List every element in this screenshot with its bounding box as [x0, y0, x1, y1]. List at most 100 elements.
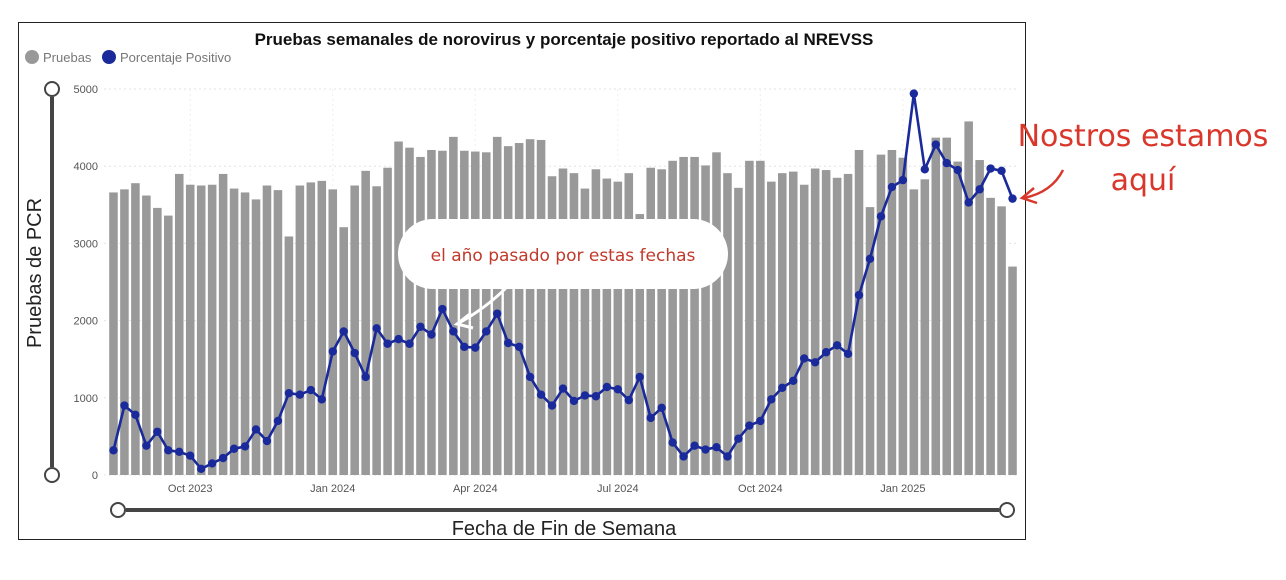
- point-porcentaje: [602, 382, 612, 392]
- point-porcentaje: [646, 413, 655, 423]
- chart-title: Pruebas semanales de norovirus y porcent…: [255, 30, 874, 49]
- point-porcentaje: [207, 459, 217, 468]
- y-axis-title: Pruebas de PCR: [24, 198, 46, 348]
- bar-pruebas: [196, 185, 206, 475]
- bar-pruebas: [953, 161, 962, 475]
- point-porcentaje: [756, 416, 765, 426]
- point-porcentaje: [416, 322, 425, 331]
- bar-pruebas: [153, 207, 162, 475]
- point-porcentaje: [229, 444, 239, 453]
- point-porcentaje: [580, 391, 590, 400]
- point-porcentaje: [131, 410, 140, 419]
- point-porcentaje: [405, 339, 414, 348]
- point-porcentaje: [164, 446, 173, 455]
- point-porcentaje: [317, 395, 326, 404]
- bar-pruebas: [756, 160, 765, 475]
- bars-pruebas: [109, 121, 1017, 476]
- bar-pruebas: [1008, 266, 1017, 475]
- point-porcentaje: [887, 182, 897, 192]
- bar-pruebas: [876, 154, 886, 475]
- bar-pruebas: [295, 185, 305, 475]
- bar-pruebas: [920, 179, 930, 475]
- bar-pruebas: [525, 139, 535, 475]
- bar-pruebas: [997, 206, 1006, 475]
- point-porcentaje: [832, 341, 842, 350]
- bar-pruebas: [810, 168, 820, 476]
- bar-pruebas: [635, 214, 645, 475]
- point-porcentaje: [482, 327, 491, 336]
- annotation-pointer-arrowhead: [453, 311, 474, 330]
- legend: Pruebas Porcentaje Positivo: [25, 50, 231, 65]
- bar-pruebas: [481, 152, 491, 475]
- bar-pruebas: [975, 160, 984, 476]
- bar-pruebas: [986, 197, 995, 476]
- point-porcentaje: [503, 338, 513, 348]
- bar-pruebas: [799, 184, 809, 475]
- point-porcentaje: [909, 89, 919, 98]
- point-porcentaje: [613, 385, 623, 394]
- point-porcentaje: [120, 401, 129, 410]
- bar-pruebas: [142, 195, 151, 475]
- point-porcentaje: [460, 342, 469, 352]
- bar-pruebas: [131, 183, 140, 475]
- bar-pruebas: [328, 189, 338, 476]
- bar-pruebas: [646, 167, 655, 475]
- bar-pruebas: [832, 177, 842, 475]
- point-porcentaje: [843, 349, 853, 358]
- point-porcentaje: [964, 198, 973, 207]
- bar-pruebas: [679, 156, 688, 475]
- bar-pruebas: [207, 184, 217, 475]
- point-porcentaje: [668, 438, 677, 447]
- point-porcentaje: [306, 385, 316, 395]
- bar-pruebas: [164, 215, 173, 475]
- point-porcentaje: [767, 395, 776, 404]
- point-porcentaje: [427, 330, 436, 339]
- bar-pruebas: [405, 147, 414, 475]
- bar-pruebas: [788, 171, 798, 475]
- point-porcentaje: [251, 425, 261, 434]
- bar-pruebas: [624, 173, 634, 475]
- x-tick-label: Apr 2024: [453, 483, 498, 495]
- point-porcentaje: [876, 212, 886, 221]
- point-porcentaje: [591, 392, 601, 401]
- point-porcentaje: [745, 421, 754, 430]
- x-axis-title: Fecha de Fin de Semana: [452, 518, 677, 540]
- point-porcentaje: [142, 441, 151, 450]
- bar-pruebas: [778, 173, 787, 475]
- x-tick-label: Jan 2024: [310, 483, 355, 495]
- bar-pruebas: [569, 173, 579, 475]
- line-porcentaje: [109, 89, 1017, 474]
- point-porcentaje: [898, 175, 908, 185]
- bar-pruebas: [887, 149, 897, 475]
- point-porcentaje: [295, 390, 305, 399]
- bar-pruebas: [865, 207, 875, 475]
- bar-pruebas: [514, 143, 524, 476]
- bar-pruebas: [350, 185, 359, 475]
- point-porcentaje: [109, 446, 118, 455]
- bar-pruebas: [416, 156, 425, 475]
- x-axis-decoration: [110, 502, 1015, 518]
- point-porcentaje: [262, 436, 272, 446]
- point-porcentaje: [350, 348, 359, 358]
- bar-pruebas: [383, 167, 392, 475]
- point-porcentaje: [920, 165, 930, 174]
- x-tick-label: Oct 2023: [168, 483, 213, 495]
- bar-pruebas: [361, 170, 370, 475]
- bar-pruebas: [218, 173, 228, 476]
- bar-pruebas: [317, 180, 327, 476]
- point-porcentaje: [273, 416, 283, 426]
- point-porcentaje: [383, 339, 392, 348]
- bar-pruebas: [251, 199, 261, 475]
- point-porcentaje: [471, 343, 480, 352]
- point-porcentaje: [339, 327, 348, 336]
- chart-frame: Pruebas semanales de norovirus y porcent…: [18, 22, 1026, 540]
- point-porcentaje: [778, 383, 787, 392]
- chart-svg: Pruebas semanales de norovirus y porcent…: [24, 30, 1018, 540]
- point-porcentaje: [218, 453, 228, 463]
- point-porcentaje: [372, 324, 381, 333]
- point-porcentaje: [734, 434, 743, 443]
- point-porcentaje: [186, 451, 195, 460]
- x-axis-ticks: Oct 2023 Jan 2024 Apr 2024 Jul 2024 Oct 2024…: [168, 483, 926, 495]
- bar-pruebas: [767, 181, 776, 475]
- bar-pruebas: [536, 139, 546, 475]
